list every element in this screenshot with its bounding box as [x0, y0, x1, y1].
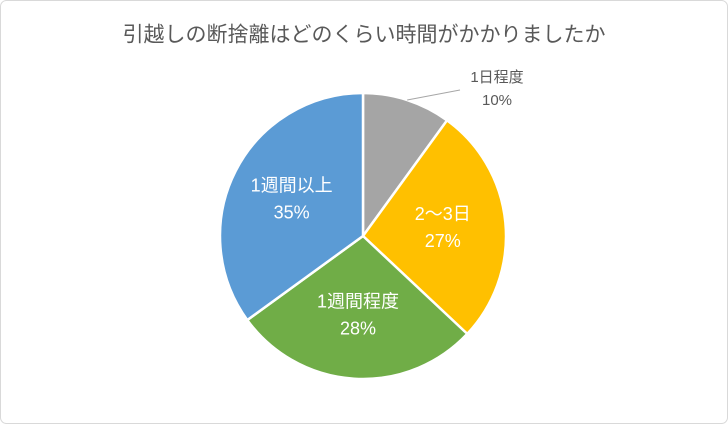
pie-slice [361, 118, 508, 336]
data-label-value: 27% [425, 231, 461, 251]
data-label-name: 1日程度 [470, 69, 523, 86]
data-label-value: 35% [274, 202, 310, 222]
chart-title: 引越しの断捨離はどのくらい時間がかかりましたか [123, 24, 606, 47]
data-label-value: 28% [340, 319, 376, 339]
data-label-name: 2〜3日 [415, 204, 471, 224]
pie-slice [245, 234, 470, 381]
leader-line [407, 89, 461, 101]
data-label-value: 10% [482, 92, 512, 109]
data-label-name: 1週間以上 [251, 175, 333, 195]
pie-slice [218, 91, 365, 322]
pie-slice [361, 91, 449, 240]
data-label-name: 1週間程度 [317, 292, 399, 312]
